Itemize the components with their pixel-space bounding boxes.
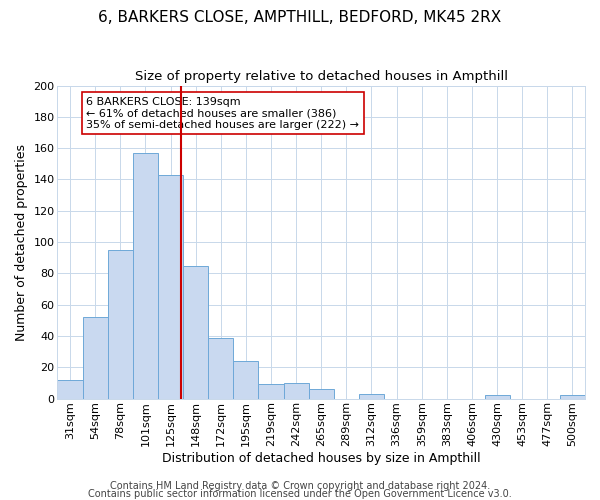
Text: Contains public sector information licensed under the Open Government Licence v3: Contains public sector information licen… [88, 489, 512, 499]
Text: 6 BARKERS CLOSE: 139sqm
← 61% of detached houses are smaller (386)
35% of semi-d: 6 BARKERS CLOSE: 139sqm ← 61% of detache… [86, 96, 359, 130]
Bar [259, 384, 284, 398]
Bar [359, 394, 384, 398]
Y-axis label: Number of detached properties: Number of detached properties [15, 144, 28, 340]
Bar [485, 396, 509, 398]
Bar [560, 396, 585, 398]
Text: 6, BARKERS CLOSE, AMPTHILL, BEDFORD, MK45 2RX: 6, BARKERS CLOSE, AMPTHILL, BEDFORD, MK4… [98, 10, 502, 25]
Text: Contains HM Land Registry data © Crown copyright and database right 2024.: Contains HM Land Registry data © Crown c… [110, 481, 490, 491]
Bar [58, 380, 83, 398]
Bar [308, 389, 334, 398]
Bar [158, 175, 183, 398]
Title: Size of property relative to detached houses in Ampthill: Size of property relative to detached ho… [135, 70, 508, 83]
Bar [284, 383, 308, 398]
Bar [208, 338, 233, 398]
Bar [133, 153, 158, 398]
Bar [83, 317, 108, 398]
Bar [233, 361, 259, 399]
Bar [108, 250, 133, 398]
Bar [183, 266, 208, 398]
X-axis label: Distribution of detached houses by size in Ampthill: Distribution of detached houses by size … [162, 452, 481, 465]
